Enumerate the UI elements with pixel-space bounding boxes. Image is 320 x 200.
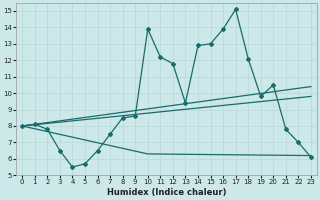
X-axis label: Humidex (Indice chaleur): Humidex (Indice chaleur) <box>107 188 226 197</box>
